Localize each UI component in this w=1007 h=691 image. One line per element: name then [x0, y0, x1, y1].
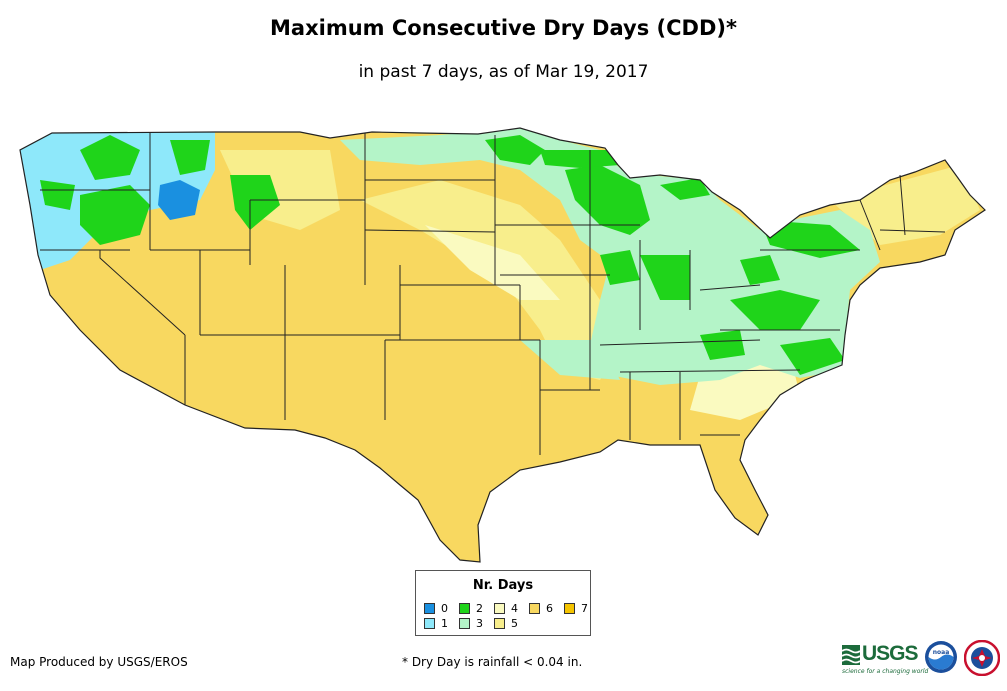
legend-swatch-6: [529, 603, 540, 614]
legend-label-2: 2: [476, 602, 483, 615]
legend-label-0: 0: [441, 602, 448, 615]
legend-swatch-2: [459, 603, 470, 614]
usgs-logo-text: USGS: [862, 642, 919, 665]
legend-title: Nr. Days: [472, 578, 534, 593]
legend-swatch-0: [424, 603, 435, 614]
legend-swatch-3: [459, 618, 470, 629]
map-subtitle: in past 7 days, as of Mar 19, 2017: [358, 62, 649, 82]
legend-label-4: 4: [511, 602, 518, 615]
state-boundaries: [19, 127, 986, 563]
usgs-wave-icon: [842, 645, 860, 665]
legend-label-3: 3: [476, 617, 483, 630]
legend-swatch-7: [564, 603, 575, 614]
legend-label-7: 7: [581, 602, 588, 615]
legend-label-1: 1: [441, 617, 448, 630]
legend: Nr. Days 0 1 2 3 4 5 6 7: [415, 570, 591, 636]
legend-label-5: 5: [511, 617, 518, 630]
legend-swatch-4: [494, 603, 505, 614]
nws-logo: [964, 640, 1000, 676]
noaa-logo-text: noaa: [933, 649, 950, 656]
map-title: Maximum Consecutive Dry Days (CDD)*: [270, 16, 737, 40]
usgs-logo: USGS science for a changing world: [842, 642, 928, 676]
agency-logos: USGS science for a changing world noaa: [842, 640, 1002, 680]
legend-swatch-1: [424, 618, 435, 629]
legend-swatch-5: [494, 618, 505, 629]
usgs-tagline: science for a changing world: [842, 668, 929, 675]
noaa-logo: noaa: [925, 641, 957, 673]
dry-day-footnote: * Dry Day is rainfall < 0.04 in.: [402, 655, 583, 669]
legend-label-6: 6: [546, 602, 553, 615]
map-credit: Map Produced by USGS/EROS: [10, 655, 188, 669]
